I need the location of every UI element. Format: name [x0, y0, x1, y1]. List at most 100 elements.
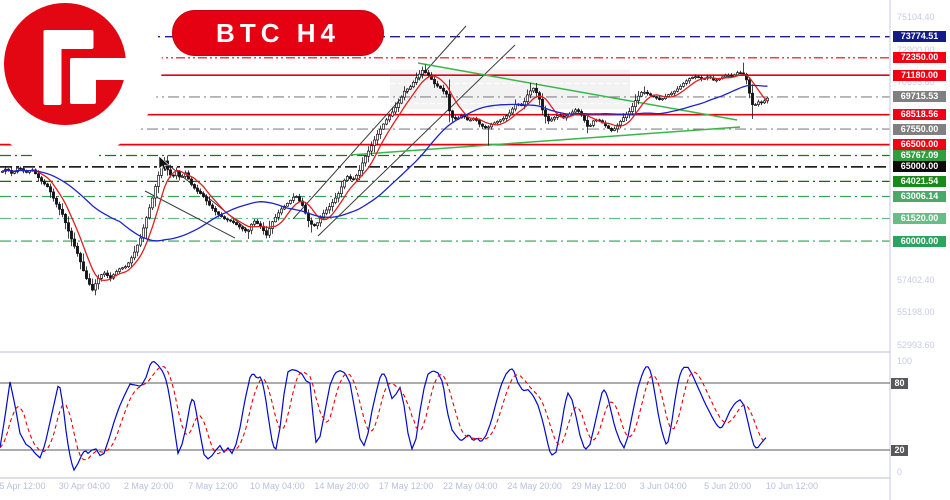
stoch-axis-tick: 0 — [897, 467, 903, 478]
candle-body — [631, 106, 634, 112]
price-level-badge: 68518.56 — [893, 109, 946, 121]
descending-channel-upper — [159, 157, 251, 233]
candle-body — [130, 257, 133, 264]
candle-body — [136, 244, 139, 253]
candle-body — [229, 219, 232, 222]
candle-body — [94, 283, 97, 291]
time-axis-label: 10 Jun 12:00 — [765, 481, 818, 491]
candle-body — [655, 96, 658, 99]
candle-body — [556, 115, 559, 118]
candle-body — [316, 222, 319, 227]
candle-body — [148, 207, 151, 219]
ascending-channel-right — [317, 44, 516, 237]
candle-body — [757, 101, 760, 105]
candle-body — [190, 178, 193, 185]
candle-body — [313, 223, 316, 227]
candle-body — [145, 217, 148, 229]
candle-body — [307, 212, 310, 222]
candle-body — [526, 94, 529, 102]
candle-body — [157, 175, 160, 187]
candle-body — [658, 97, 661, 100]
time-axis-label: 10 May 04:00 — [250, 481, 305, 491]
fast-ma-line — [2, 73, 768, 282]
candle-body — [550, 118, 553, 122]
candle-body — [73, 238, 76, 247]
candle-body — [760, 101, 763, 104]
wedge-resistance — [417, 62, 738, 121]
candle-body — [406, 88, 409, 92]
candle-body — [40, 177, 43, 182]
candle-body — [394, 107, 397, 113]
time-axis-label: 7 May 12:00 — [188, 481, 238, 491]
candle-body — [403, 90, 406, 98]
price-axis-tick: 57402.40 — [897, 274, 935, 285]
candle-body — [610, 127, 613, 131]
candle-body — [649, 93, 652, 96]
candle-body — [739, 72, 742, 75]
candle-body — [277, 212, 280, 218]
candle-body — [454, 117, 457, 120]
candle-body — [382, 123, 385, 130]
candle-body — [37, 173, 40, 178]
candle-body — [421, 70, 424, 75]
candle-body — [499, 119, 502, 122]
candle-body — [328, 206, 331, 211]
candle-body — [415, 77, 418, 83]
candle-body — [13, 171, 16, 174]
candle-body — [19, 167, 22, 170]
candle-body — [52, 191, 55, 199]
candle-body — [61, 208, 64, 215]
candle-body — [142, 227, 145, 239]
price-axis-tick: 52993.60 — [897, 340, 935, 350]
candle-body — [364, 155, 367, 164]
price-axis-tick: 75104.40 — [897, 12, 935, 22]
price-axis-tick: 72900.00 — [897, 44, 935, 55]
candle-body — [367, 150, 370, 157]
price-level-badge: 60000.00 — [893, 235, 946, 247]
logo-letterform — [43, 30, 94, 49]
candle-body — [271, 221, 274, 229]
candle-body — [484, 125, 487, 129]
stoch-axis-tick: 100 — [897, 355, 913, 366]
candle-body — [637, 95, 640, 101]
candle-body — [388, 115, 391, 121]
candle-body — [280, 208, 283, 214]
candle-body — [322, 212, 325, 219]
candle-body — [199, 191, 202, 194]
candle-body — [373, 139, 376, 147]
candle-body — [646, 91, 649, 95]
candle-body — [544, 109, 547, 117]
candle-body — [607, 125, 610, 129]
candle-body — [583, 114, 586, 121]
candle-body — [361, 162, 364, 171]
candle-body — [268, 228, 271, 236]
candle-body — [634, 100, 637, 107]
candle-body — [118, 268, 121, 272]
candle-body — [508, 112, 511, 117]
time-axis-label: 14 May 20:00 — [314, 481, 369, 491]
candle-body — [529, 90, 532, 96]
candle-body — [547, 116, 550, 122]
time-axis-label: 25 Apr 12:00 — [0, 481, 46, 491]
candle-body — [505, 115, 508, 119]
candle-body — [736, 72, 739, 76]
candle-body — [295, 196, 298, 198]
stoch-k-line — [0, 360, 767, 472]
candle-body — [511, 108, 514, 114]
candle-body — [427, 72, 430, 76]
price-axis-tick: 70695.60 — [897, 77, 935, 88]
candle-body — [166, 160, 169, 171]
candle-body — [688, 78, 691, 82]
candle-body — [103, 272, 106, 276]
symbol-timeframe-button[interactable]: BTC H4 — [172, 10, 384, 56]
candle-body — [337, 193, 340, 199]
candle-body — [67, 222, 70, 232]
candle-body — [106, 272, 109, 276]
time-axis-label: 30 Apr 04:00 — [58, 481, 110, 491]
candle-body — [79, 253, 82, 263]
candle-body — [523, 101, 526, 106]
candle-body — [514, 104, 517, 110]
candle-body — [325, 209, 328, 214]
